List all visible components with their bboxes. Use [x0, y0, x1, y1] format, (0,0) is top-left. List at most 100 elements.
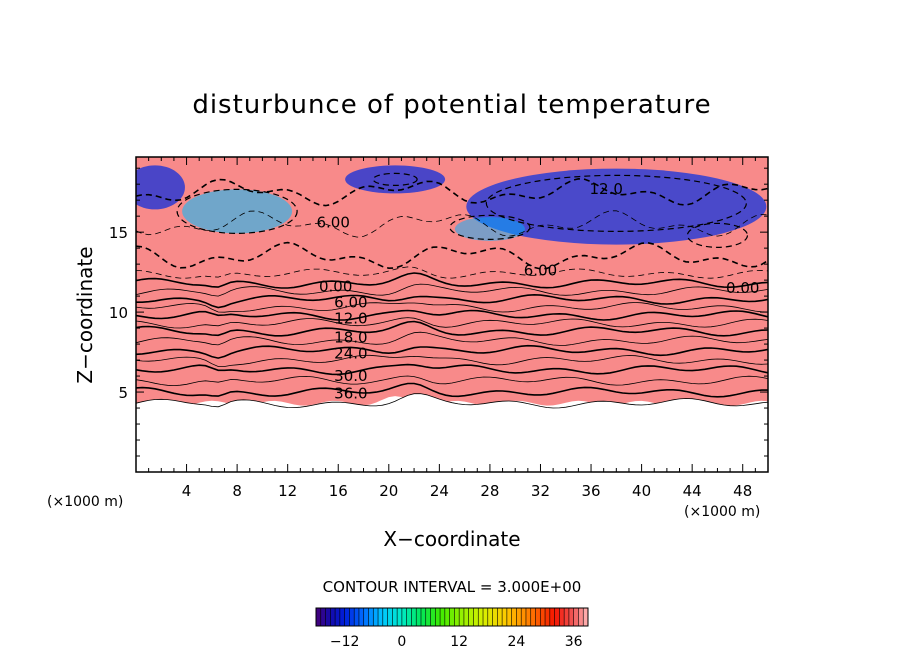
contour-line	[136, 210, 768, 238]
x-tick-label: 24	[430, 482, 449, 500]
colorbar-swatch	[506, 608, 513, 626]
colorbar-swatch	[487, 608, 494, 626]
contour-line	[136, 331, 768, 346]
colorbar-swatch	[368, 608, 374, 626]
colorbar-swatch	[449, 608, 455, 626]
contour-label: 12.0	[334, 309, 367, 327]
colorbar-swatch	[444, 608, 451, 626]
colorbar-swatch	[564, 608, 570, 626]
contour-label: 0.00	[726, 279, 759, 297]
x-tick-label: 8	[232, 482, 242, 500]
contour-line	[136, 177, 768, 207]
colorbar-swatch	[478, 608, 484, 626]
colorbar-swatch	[416, 608, 422, 626]
x-tick-label: 28	[480, 482, 499, 500]
y-tick-label: 5	[118, 384, 128, 402]
contour-line	[136, 309, 768, 321]
x-axis-unit-right: (×1000 m)	[684, 504, 760, 520]
colorbar-swatch	[320, 608, 327, 626]
colorbar-swatch	[382, 608, 389, 626]
contour-line	[136, 354, 768, 367]
colorbar-swatch	[483, 608, 489, 626]
colorbar-frame	[315, 607, 589, 627]
x-tick-label: 36	[581, 482, 600, 500]
contour-line	[136, 375, 768, 387]
contour-label: 30.0	[334, 367, 367, 385]
contour-label: 36.0	[334, 385, 367, 403]
contour-loop	[372, 172, 418, 186]
colorbar-swatch	[387, 608, 393, 626]
contour-label: 6.00	[334, 294, 367, 312]
contour-line	[136, 302, 768, 313]
colorbar-swatch	[316, 608, 322, 626]
contour-line	[136, 320, 768, 337]
contour-line	[136, 317, 768, 329]
chart-title: disturbunce of potential temperature	[192, 90, 711, 120]
contour-field	[136, 157, 768, 472]
colorbar-swatch	[378, 608, 384, 626]
colorbar-swatch	[573, 608, 579, 626]
colorbar-swatch	[535, 608, 541, 626]
contour-label: 6.00	[316, 214, 349, 232]
x-tick-label: 16	[329, 482, 348, 500]
cold-region	[345, 165, 446, 194]
y-axis: 5 10 15	[109, 167, 768, 457]
colorbar-swatch	[473, 608, 479, 626]
contour-label: 24.0	[334, 345, 367, 363]
contour-line	[136, 382, 768, 398]
colorbar-swatch	[497, 608, 503, 626]
x-tick-label: 12	[278, 482, 297, 500]
colorbar-swatch	[521, 608, 527, 626]
x-axis-title: X−coordinate	[383, 527, 520, 551]
colorbar-swatch	[583, 608, 589, 626]
colorbar-swatch	[420, 608, 427, 626]
contour-label: 0.00	[319, 278, 352, 296]
colorbar-swatch	[454, 608, 460, 626]
contour-interval-label: CONTOUR INTERVAL = 3.000E+00	[323, 578, 582, 596]
colorbar-swatch	[554, 608, 560, 626]
colorbar-swatch	[358, 608, 365, 626]
warm-patch	[182, 189, 293, 234]
colorbar-tick-label: 0	[397, 634, 406, 650]
terrain	[136, 396, 768, 472]
colorbar-tick-label: 24	[508, 634, 526, 650]
colorbar-swatch	[425, 608, 432, 626]
colorbar-swatch	[516, 608, 522, 626]
colorbar-swatch	[344, 608, 350, 626]
colorbar-swatch	[430, 608, 436, 626]
colorbar-swatch	[339, 608, 346, 626]
contour-loop	[449, 214, 531, 240]
contour-label: 18.0	[334, 329, 367, 347]
warm-patch	[454, 216, 525, 241]
y-axis-title: Z−coordinate	[73, 246, 97, 383]
contour-loop	[485, 174, 747, 232]
y-tick-label: 10	[109, 304, 128, 322]
colorbar-swatch	[530, 608, 537, 626]
colorbar-tick-label: 36	[565, 634, 583, 650]
colorbar-swatch	[397, 608, 403, 626]
contour-line	[136, 272, 768, 289]
colorbar-swatch	[545, 608, 551, 626]
contour-line	[136, 393, 768, 409]
contour-line	[136, 344, 768, 359]
colorbar: −12 0 12 24 36	[315, 607, 589, 650]
colorbar-swatch	[330, 608, 336, 626]
colorbar-tick-label: −12	[330, 634, 360, 650]
x-tick-label: 48	[733, 482, 752, 500]
cold-region	[136, 165, 185, 210]
colorbar-swatch	[568, 608, 575, 626]
colorbar-swatch	[549, 608, 556, 626]
x-axis: 4 8 12 16 20 24 28 32 36 40 44 48	[148, 157, 756, 500]
contour-line	[136, 241, 768, 270]
colorbar-swatch	[511, 608, 517, 626]
colorbar-swatch	[392, 608, 398, 626]
contour-label: 12.0	[590, 180, 623, 198]
colorbar-swatch	[363, 608, 369, 626]
contour-line	[136, 363, 768, 376]
x-tick-label: 44	[683, 482, 702, 500]
x-tick-label: 4	[182, 482, 192, 500]
colorbar-swatch	[435, 608, 441, 626]
